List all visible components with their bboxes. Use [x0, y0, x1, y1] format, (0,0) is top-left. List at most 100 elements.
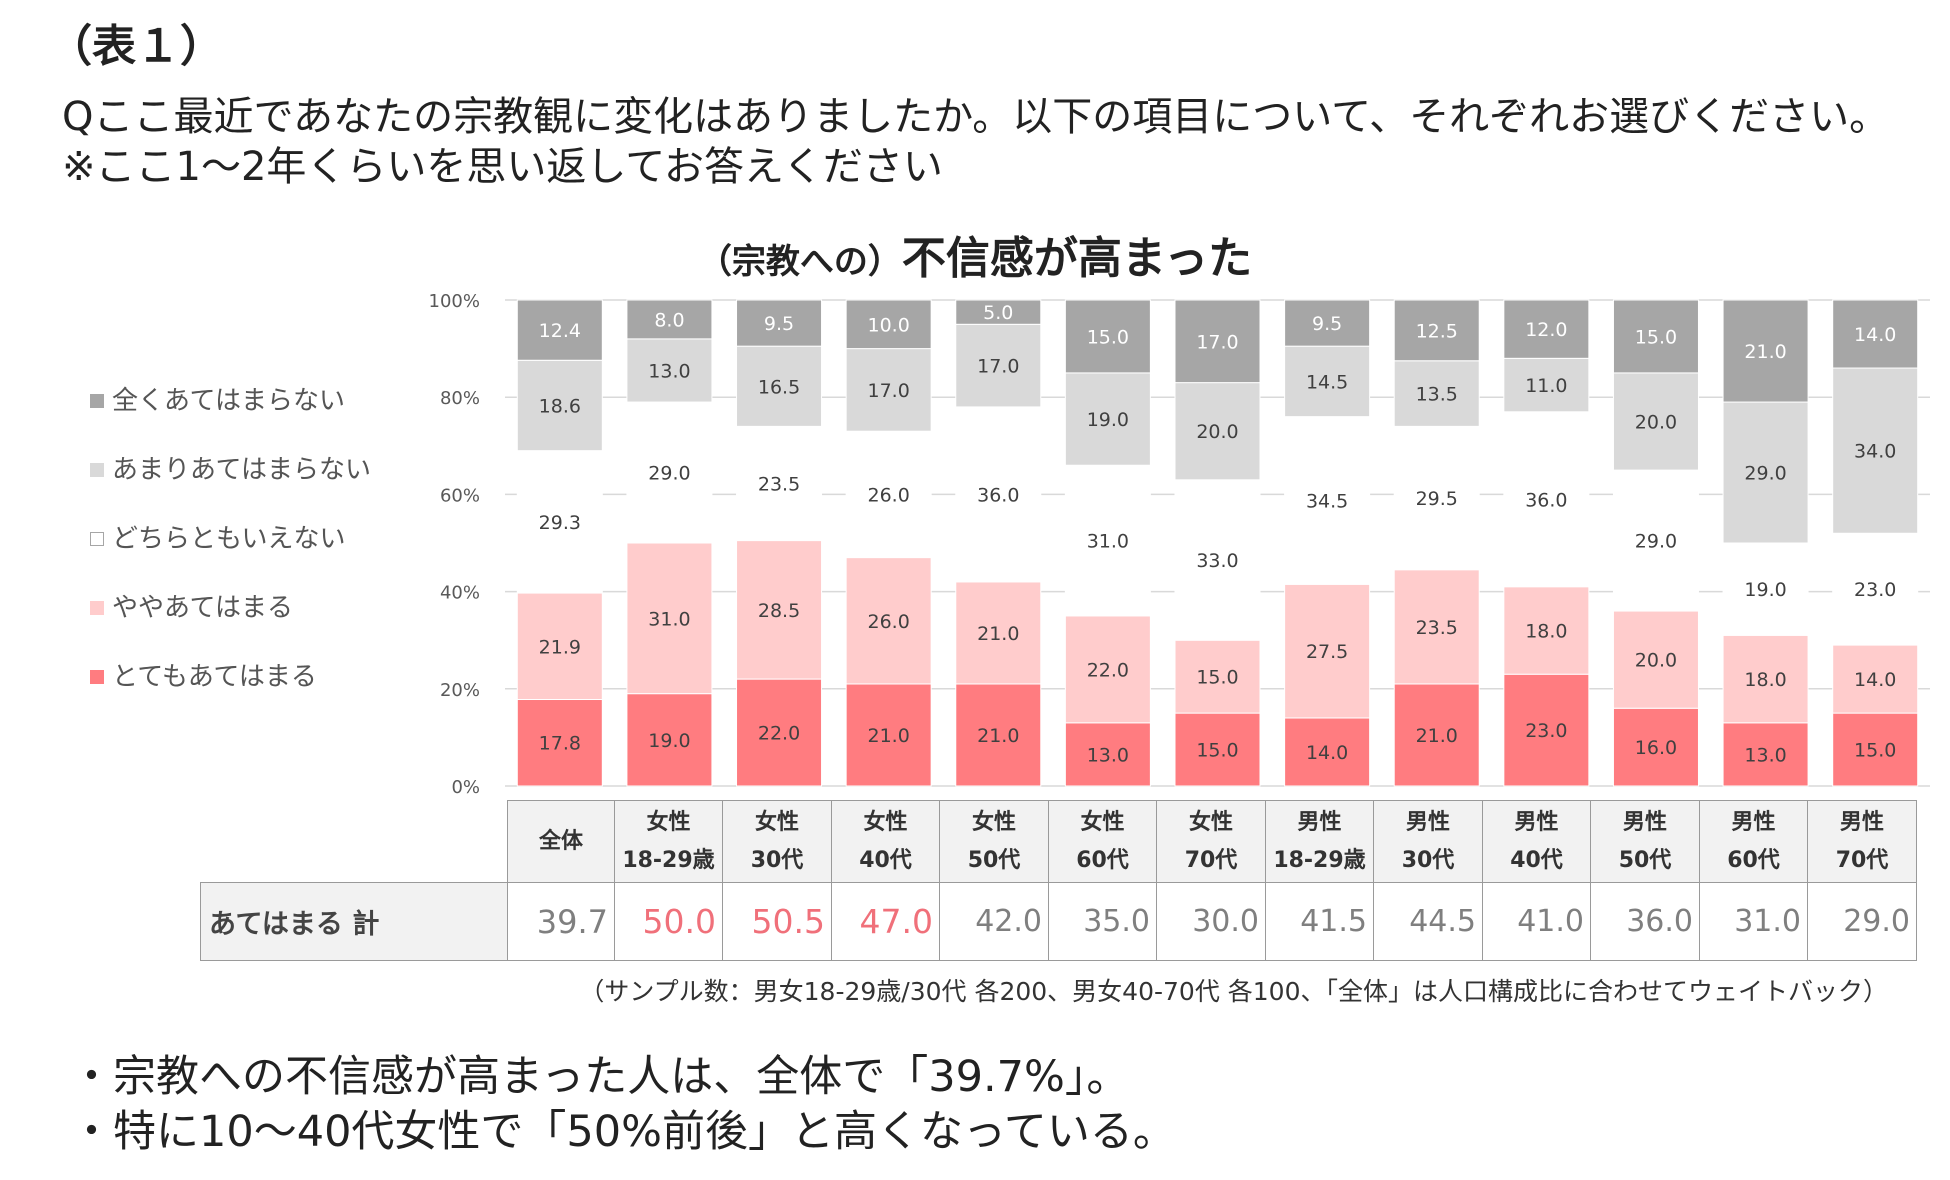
bar-segment — [1174, 299, 1261, 384]
group-header-cell: 男性 30代 — [1373, 800, 1483, 883]
data-label: 23.0 — [1525, 720, 1567, 742]
row-label: あてはまる 計 — [200, 882, 508, 961]
data-label: 21.9 — [539, 636, 581, 658]
summary-value: 50.0 — [614, 882, 723, 961]
data-label: 19.0 — [1744, 579, 1786, 601]
bar-segment — [1722, 401, 1809, 544]
summary-value: 41.0 — [1482, 882, 1591, 961]
legend-label: あまりあてはまらない — [112, 455, 371, 485]
bar-segment — [1284, 416, 1371, 585]
data-label: 34.5 — [1306, 490, 1348, 512]
group-header-cell: 男性 18-29歳 — [1265, 800, 1374, 883]
y-tick-label: 80% — [440, 388, 480, 409]
bar-segment — [1612, 299, 1699, 374]
bar-segment — [1284, 299, 1371, 347]
bar-segment — [1832, 532, 1919, 646]
group-line-2: 40代 — [859, 847, 912, 873]
summary-value: 39.7 — [507, 882, 615, 961]
data-label: 13.0 — [1087, 744, 1129, 766]
data-label: 13.0 — [648, 360, 690, 382]
data-label: 15.0 — [1087, 326, 1129, 348]
data-label: 29.5 — [1416, 488, 1458, 510]
group-header-cell: 女性 60代 — [1048, 800, 1157, 883]
data-label: 22.0 — [1087, 659, 1129, 681]
group-line-1: 男性 — [1839, 809, 1884, 835]
group-header-cell: 全体 — [507, 800, 615, 883]
bar-segment — [1284, 717, 1371, 787]
y-tick-label: 20% — [440, 680, 480, 701]
bar-segment — [1832, 712, 1919, 787]
data-label: 18.0 — [1525, 620, 1567, 642]
y-tick-label: 40% — [440, 583, 480, 604]
group-header-cell: 女性 70代 — [1156, 800, 1266, 883]
data-label: 36.0 — [1525, 489, 1567, 511]
data-label: 12.0 — [1525, 319, 1567, 341]
bar-segment — [1503, 586, 1590, 675]
data-label: 21.0 — [867, 725, 909, 747]
data-label: 15.0 — [1196, 667, 1238, 689]
summary-value: 41.5 — [1265, 882, 1374, 961]
bar-segment — [1612, 707, 1699, 787]
legend-swatch — [90, 670, 104, 684]
bar-segment — [736, 540, 823, 680]
bar-segment — [1393, 683, 1480, 787]
y-tick-label: 0% — [451, 777, 480, 798]
summary-value: 31.0 — [1699, 882, 1808, 961]
summary-value: 30.0 — [1156, 882, 1266, 961]
data-label: 23.5 — [758, 473, 800, 495]
group-line-2: 50代 — [1618, 847, 1672, 873]
data-label: 13.0 — [1744, 744, 1786, 766]
summary-value: 36.0 — [1590, 882, 1700, 961]
data-label: 12.4 — [539, 320, 581, 342]
group-line-2: 70代 — [1184, 847, 1238, 873]
bullet-1: ・宗教への不信感が高まった人は、全体で「39.7%」。 — [70, 1052, 1130, 1102]
group-line-1: 男性 — [1514, 809, 1559, 835]
legend-label: ややあてはまる — [112, 593, 293, 623]
group-header-cell: 男性 40代 — [1482, 800, 1591, 883]
question: Qここ最近であなたの宗教観に変化はありましたか。以下の項目について、それぞれお選… — [62, 92, 1889, 192]
bullet-list: ・宗教への不信感が高まった人は、全体で「39.7%」。 ・特に10～40代女性で… — [70, 1050, 1176, 1160]
data-label: 5.0 — [983, 302, 1013, 324]
bar-segment — [1612, 610, 1699, 709]
data-label: 13.5 — [1416, 384, 1458, 406]
data-label: 29.0 — [1744, 463, 1786, 485]
data-label: 23.5 — [1416, 617, 1458, 639]
group-line-1: 男性 — [1731, 809, 1776, 835]
value-row: あてはまる 計 39.7 50.0 50.5 47.0 42.0 35.0 30.0 41.5… — [200, 882, 1917, 961]
bar-segment — [1174, 639, 1261, 714]
group-line-2: 60代 — [1076, 847, 1129, 873]
bar-segment — [736, 299, 823, 347]
bar-segment — [1064, 464, 1151, 617]
bar-segment — [626, 338, 713, 403]
bar-segment — [1722, 542, 1809, 636]
bar-segment — [845, 348, 932, 432]
group-header-cell: 男性 60代 — [1699, 800, 1808, 883]
data-label: 21.0 — [1416, 725, 1458, 747]
summary-value: 29.0 — [1807, 882, 1917, 961]
bar-segment — [955, 406, 1042, 583]
bar-segment — [516, 299, 603, 361]
data-label: 29.0 — [1635, 531, 1677, 553]
bar-segment — [1174, 382, 1261, 481]
bar-segment — [845, 430, 932, 559]
bar-segment — [1612, 469, 1699, 612]
bar-segment — [1064, 722, 1151, 787]
data-label: 21.0 — [977, 725, 1019, 747]
data-label: 15.0 — [1635, 326, 1677, 348]
data-label: 14.0 — [1854, 669, 1896, 691]
data-label: 29.0 — [648, 463, 690, 485]
group-line-2: 30代 — [1401, 847, 1455, 873]
data-label: 27.5 — [1306, 641, 1348, 663]
bar-segment — [845, 299, 932, 350]
question-line-1: Qここ最近であなたの宗教観に変化はありましたか。以下の項目について、それぞれお選… — [62, 94, 1890, 140]
data-label: 17.8 — [539, 733, 581, 755]
stacked-bar-chart: 0% 20% 40% 60% 80% 100% 17.8 21.9 29.3 18.6 12.4 19… — [429, 291, 1930, 798]
data-label: 36.0 — [977, 484, 1019, 506]
group-line-2: 40代 — [1510, 847, 1563, 873]
data-label: 9.5 — [1312, 313, 1342, 335]
data-label: 34.0 — [1854, 441, 1896, 463]
bar-segment — [1722, 634, 1809, 724]
summary-value: 35.0 — [1048, 882, 1157, 961]
data-label: 28.5 — [758, 600, 800, 622]
bar-segment — [1393, 360, 1480, 427]
